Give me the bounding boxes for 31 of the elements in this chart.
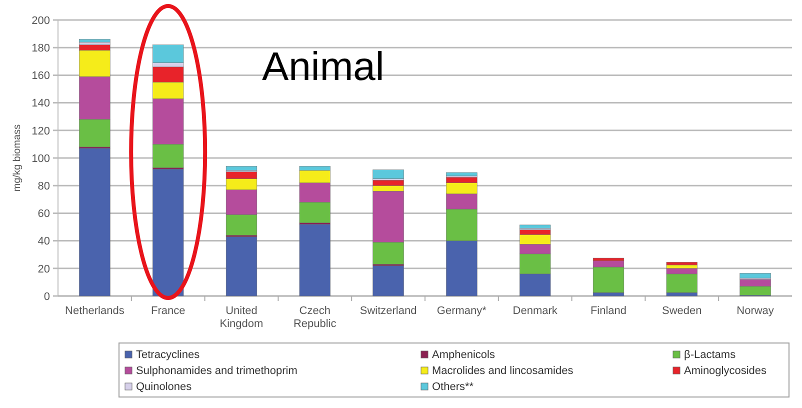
y-axis-title: mg/kg biomass: [12, 124, 23, 192]
legend-label: Tetracyclines: [136, 349, 200, 361]
y-tick-label: 60: [38, 208, 50, 220]
legend-label: β-Lactams: [684, 349, 736, 361]
y-tick-label: 200: [32, 14, 50, 27]
x-tick-label: France: [150, 305, 186, 317]
legend-label: Aminoglycosides: [684, 365, 768, 377]
y-tick-label: 120: [32, 125, 50, 138]
y-tick-label: 140: [32, 98, 50, 110]
x-tick-label: Denmark: [512, 305, 558, 317]
text: Animal: [262, 45, 384, 89]
x-tick-label: Finland: [590, 305, 627, 317]
x-tick-label: Netherlands: [65, 305, 125, 317]
legend-label: Amphenicols: [432, 349, 496, 361]
legend-label: Quinolones: [136, 381, 192, 393]
y-tick-label: 40: [38, 236, 50, 248]
x-tick-label: Czech Republic: [293, 305, 337, 330]
y-tick-label: 0: [44, 290, 50, 303]
x-tick-label: Norway: [736, 305, 774, 317]
legend-label: Sulphonamides and trimethoprim: [136, 365, 298, 377]
x-tick-label: United Kingdom: [220, 305, 264, 330]
x-tick-label: Switzerland: [360, 305, 417, 317]
y-tick-label: 20: [38, 263, 50, 276]
legend-label: Macrolides and lincosamides: [432, 365, 574, 377]
legend-label: Others**: [432, 381, 474, 393]
y-tick-label: 160: [32, 70, 50, 82]
y-tick-label: 180: [32, 42, 50, 54]
x-tick-label: Sweden: [662, 305, 702, 317]
y-tick-label: 100: [32, 152, 50, 165]
x-tick-label: Germany*: [436, 305, 488, 317]
y-tick-label: 80: [38, 180, 50, 192]
